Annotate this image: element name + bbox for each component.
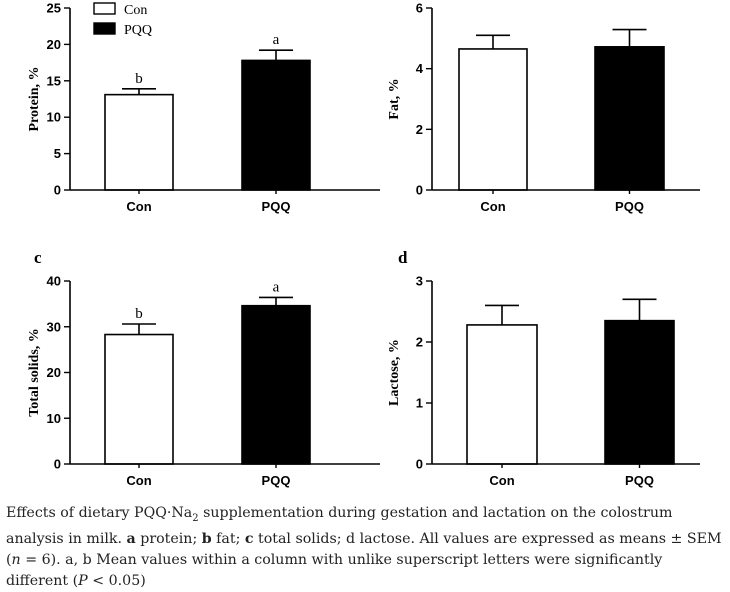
- bar-con: [104, 93, 174, 191]
- y-tick-label: 10: [47, 411, 61, 426]
- chart-panel-b: Con PQQ 0 2 4 6 Fat, %: [387, 1, 700, 214]
- y-axis-label: Fat, %: [387, 78, 402, 119]
- chart-panel-a: b Con a PQQ 0 5 10 15 20 25 Protein, % Con PQQ: [27, 1, 380, 214]
- y-tick-label: 0: [54, 183, 61, 198]
- y-tick-label: 15: [47, 73, 61, 88]
- chart-panel-c: b Con a PQQ 0 10 20 30 40 Total solids, % c: [27, 248, 380, 488]
- figure-caption: Effects of dietary PQQ·Na2 supplementati…: [6, 503, 724, 592]
- y-tick-label: 2: [416, 122, 423, 137]
- caption-text: supplementation during gestation and lac…: [6, 505, 673, 547]
- x-tick-label: Con: [480, 199, 505, 214]
- significance-letter: a: [273, 32, 280, 48]
- bar-pqq: [241, 304, 311, 465]
- x-tick-label: PQQ: [262, 473, 291, 488]
- y-axis-label: Total solids, %: [27, 328, 42, 417]
- y-tick-label: 6: [416, 1, 423, 16]
- x-tick-label: PQQ: [615, 199, 644, 214]
- y-tick-label: 30: [47, 319, 61, 334]
- y-tick-label: 10: [47, 110, 61, 125]
- caption-text: total solids; d lactose. All values are …: [6, 530, 722, 568]
- caption-text: Effects of dietary PQQ·Na: [6, 505, 193, 521]
- y-tick-label: 4: [416, 61, 424, 76]
- y-axis-label: Protein, %: [27, 66, 42, 131]
- x-tick-label: PQQ: [625, 473, 654, 488]
- y-tick-label: 20: [47, 37, 61, 52]
- bar-pqq: [604, 319, 675, 465]
- legend-label: PQQ: [124, 23, 152, 38]
- caption-subscript: 2: [192, 512, 199, 524]
- caption-bold-c: c: [244, 530, 254, 547]
- y-tick-label: 0: [54, 457, 61, 472]
- x-tick-label: PQQ: [262, 199, 291, 214]
- caption-text: protein;: [135, 530, 202, 547]
- bar-con: [466, 324, 538, 465]
- significance-letter: a: [273, 279, 280, 295]
- y-tick-label: 3: [416, 274, 423, 289]
- bar-con: [104, 333, 174, 465]
- y-tick-label: 5: [54, 146, 61, 161]
- chart-panel-d: Con PQQ 0 1 2 3 Lactose, % d: [387, 248, 700, 488]
- x-tick-label: Con: [126, 473, 151, 488]
- panel-label: d: [398, 248, 408, 267]
- x-tick-label: Con: [126, 199, 151, 214]
- caption-text: fat;: [211, 530, 245, 547]
- panel-label: c: [34, 248, 42, 267]
- bar-pqq: [241, 59, 311, 191]
- legend-swatch-pqq: [93, 22, 116, 35]
- caption-bold-a: a: [126, 530, 136, 547]
- y-tick-label: 2: [416, 335, 423, 350]
- bar-con: [458, 48, 528, 191]
- y-tick-label: 1: [416, 396, 423, 411]
- x-tick-label: Con: [489, 473, 514, 488]
- y-tick-label: 20: [47, 365, 61, 380]
- caption-italic-n: n: [11, 551, 21, 568]
- y-axis-label: Lactose, %: [387, 339, 402, 406]
- legend-swatch-con: [93, 2, 116, 15]
- y-tick-label: 25: [47, 1, 61, 16]
- legend-label: Con: [124, 3, 147, 18]
- caption-bold-b: b: [201, 530, 212, 547]
- bar-pqq: [594, 46, 665, 191]
- significance-letter: b: [135, 71, 143, 87]
- y-tick-label: 0: [416, 183, 423, 198]
- y-tick-label: 0: [416, 457, 423, 472]
- significance-letter: b: [135, 306, 143, 322]
- y-tick-label: 40: [47, 274, 61, 289]
